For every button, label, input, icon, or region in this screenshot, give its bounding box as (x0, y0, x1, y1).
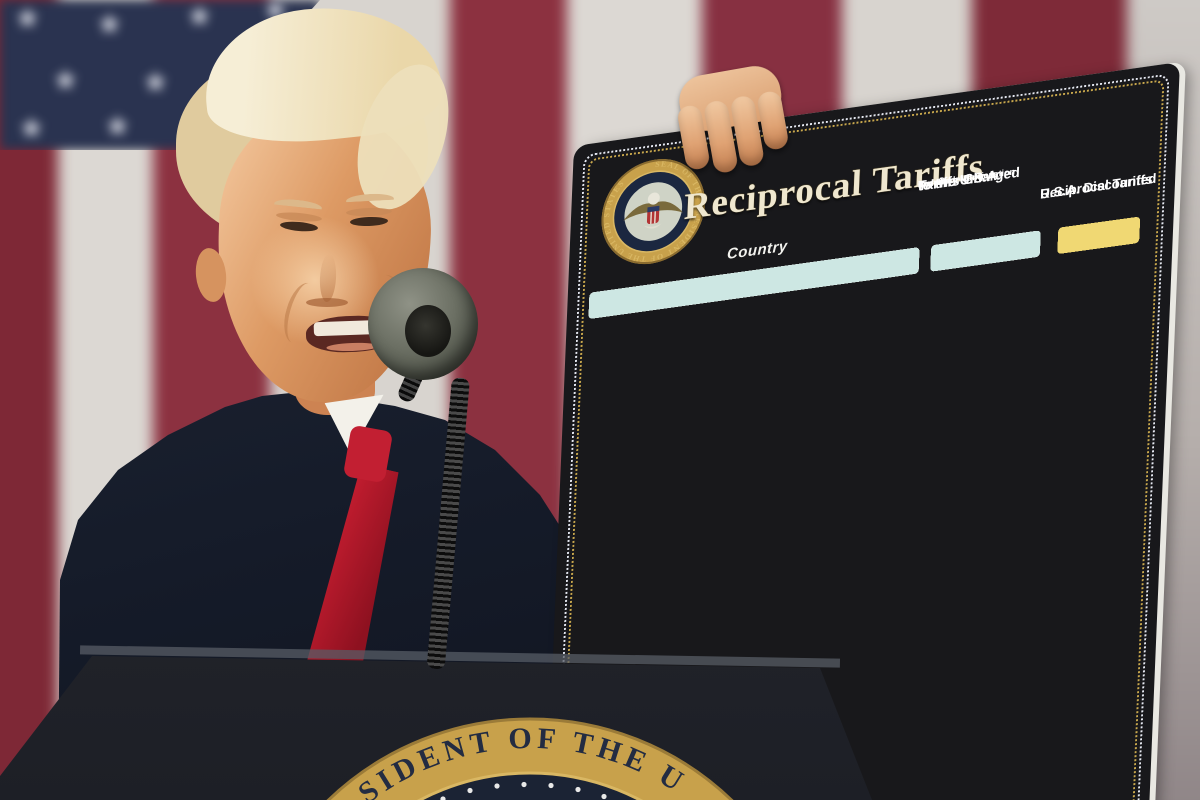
tariff-row (567, 216, 1141, 325)
tariff-row: 74%37% (567, 216, 1141, 325)
nostril-shadow (306, 298, 348, 307)
tariff-row: 10%10% (567, 216, 1141, 325)
tariff-row: Japan46%24% (567, 216, 1141, 325)
tariff-row: Indonesia64%32% (567, 216, 1141, 325)
tariff-row: Vietnam90%46% (567, 216, 1141, 325)
tariff-row: Cambodia97%49% (567, 216, 1141, 325)
tariff-row: Taiwan64%32% (567, 216, 1141, 325)
tariff-row: 10%10% (567, 216, 1141, 325)
head (176, 0, 466, 430)
necktie-knot (342, 424, 394, 484)
tariff-row: European Union39%20% (567, 216, 1141, 325)
hand-holding-board (669, 61, 801, 189)
tariff-row: 10%10% (567, 216, 1141, 325)
tariff-row: Malaysia47%24% (567, 216, 1141, 325)
tariff-chart-board: SEAL OF THE PRESIDENT OF THE UNITED STAT… (535, 62, 1180, 800)
microphone-capsule (405, 305, 451, 357)
tariff-row: 60%30% (567, 216, 1141, 325)
tariff-row: South Korea50%25% (567, 216, 1141, 325)
tariff-row: China67%34% (567, 216, 1141, 325)
seal-stars (440, 781, 607, 800)
presidential-seal-icon: SEAL OF THE PRESIDENT OF THE UNITED STAT… (600, 153, 707, 270)
tariff-row: 33%17% (567, 216, 1141, 325)
podium-presidential-seal: SIDENT OF THE U (326, 717, 734, 800)
tariff-row: Switzerland61%31% (567, 216, 1141, 325)
tariff-row: Thailand72%36% (567, 216, 1141, 325)
tariff-row: India52%26% (567, 216, 1141, 325)
